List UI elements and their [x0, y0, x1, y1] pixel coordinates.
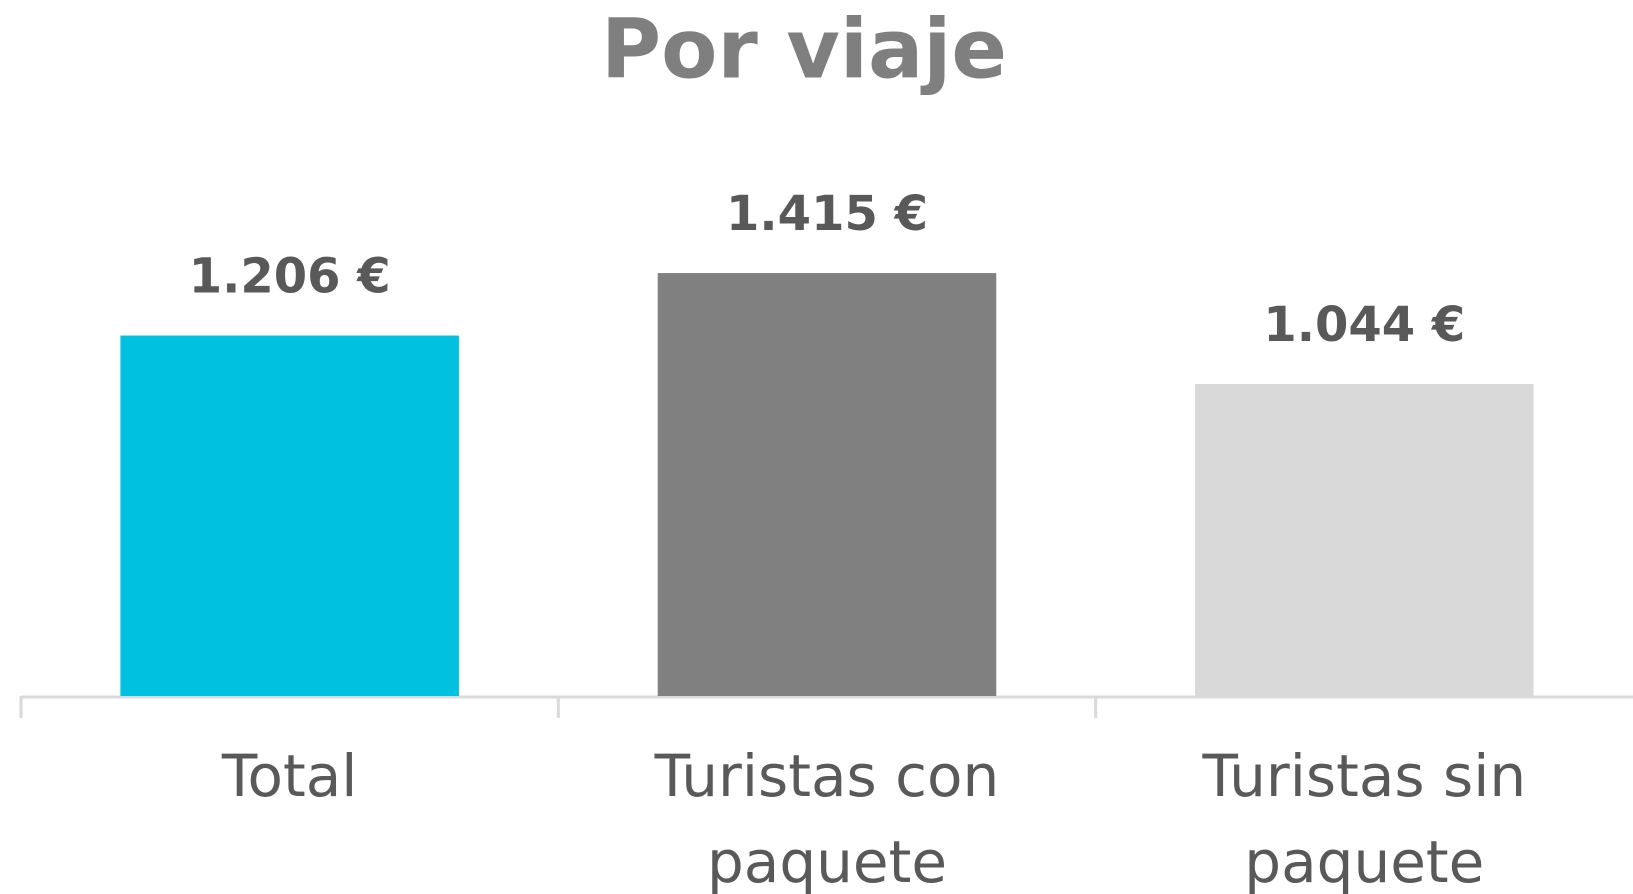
value-label: 1.206 € [189, 249, 391, 305]
value-label: 1.044 € [1263, 297, 1465, 353]
x-tick-label: Total [221, 742, 358, 810]
x-tick-label: Turistas sin paquete [1202, 742, 1527, 894]
bar [657, 273, 997, 696]
chart-title: Por viaje [601, 2, 1007, 97]
bar [1195, 383, 1534, 696]
value-label: 1.415 € [726, 186, 928, 242]
bar [120, 335, 459, 696]
x-tick-label: Turistas con paquete [654, 742, 1000, 894]
